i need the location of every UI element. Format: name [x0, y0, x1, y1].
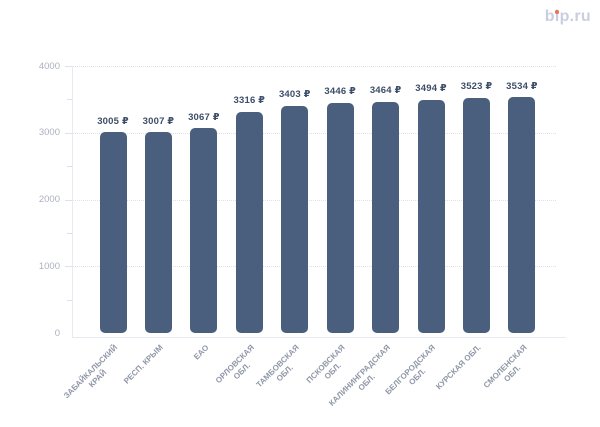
- y-axis-major-tick: [65, 266, 72, 268]
- h-gridline: [72, 66, 556, 67]
- bar-value-label: 3403 ₽: [278, 89, 311, 101]
- bar-value-label: 3067 ₽: [188, 111, 220, 123]
- x-axis-tick-label: РЕСП. КРЫМ: [122, 343, 165, 386]
- bar[interactable]: [417, 99, 445, 333]
- y-axis-major-tick: [65, 199, 72, 201]
- y-axis-minor-tick: [67, 166, 72, 168]
- bar-value-label: 3534 ₽: [506, 80, 538, 92]
- x-axis-tick-label: ОРЛОВСКАЯ ОБЛ.: [213, 343, 256, 386]
- bar[interactable]: [99, 132, 127, 333]
- h-gridline: [72, 132, 556, 134]
- bar-value-label: 3316 ₽: [233, 95, 266, 107]
- bar[interactable]: [326, 102, 354, 333]
- bar-value-label: 3464 ₽: [369, 85, 402, 97]
- bar[interactable]: [463, 97, 491, 333]
- bar[interactable]: [144, 132, 172, 333]
- bar[interactable]: [372, 101, 400, 333]
- y-axis-major-tick: [65, 132, 72, 134]
- bip-logo-i-dot-icon: [555, 10, 559, 14]
- y-axis-minor-tick: [67, 299, 72, 301]
- y-axis-major-tick: [65, 66, 72, 67]
- bar-value-label: 3446 ₽: [324, 86, 356, 98]
- x-axis-tick-label: КУРСКАЯ ОБЛ.: [434, 343, 483, 392]
- h-gridline: [72, 199, 556, 201]
- y-axis-minor-tick: [67, 99, 72, 101]
- bip-logo[interactable]: bip.ru: [545, 8, 591, 26]
- y-axis-tick-label: 4000: [38, 60, 60, 72]
- bar[interactable]: [235, 111, 263, 333]
- h-gridline: [72, 266, 556, 268]
- x-axis-tick-label: ЕАО: [191, 343, 211, 362]
- y-axis-tick-label: 3000: [38, 127, 60, 139]
- x-axis-tick-label: СМОЛЕНСКАЯ ОБЛ.: [481, 343, 529, 390]
- y-axis-tick-label: 0: [54, 327, 60, 339]
- x-axis-tick-label: ТАМБОВСКАЯ ОБЛ.: [254, 343, 302, 390]
- bar-value-label: 3005 ₽: [97, 115, 129, 127]
- bar[interactable]: [508, 97, 536, 333]
- bar[interactable]: [190, 128, 218, 333]
- bar[interactable]: [281, 105, 309, 333]
- bar-value-label: 3007 ₽: [142, 115, 175, 127]
- x-axis-line: [72, 337, 566, 338]
- y-axis-tick-label: 2000: [38, 194, 60, 205]
- x-axis-tick-label: ЗАБАЙКАЛЬСКИЙ КРАЙ: [62, 343, 120, 401]
- y-axis-line: [72, 66, 73, 337]
- bar-value-label: 3494 ₽: [415, 83, 447, 95]
- y-axis-minor-tick: [67, 232, 72, 234]
- bar-value-label: 3523 ₽: [460, 81, 493, 93]
- y-axis-tick-label: 1000: [38, 260, 60, 272]
